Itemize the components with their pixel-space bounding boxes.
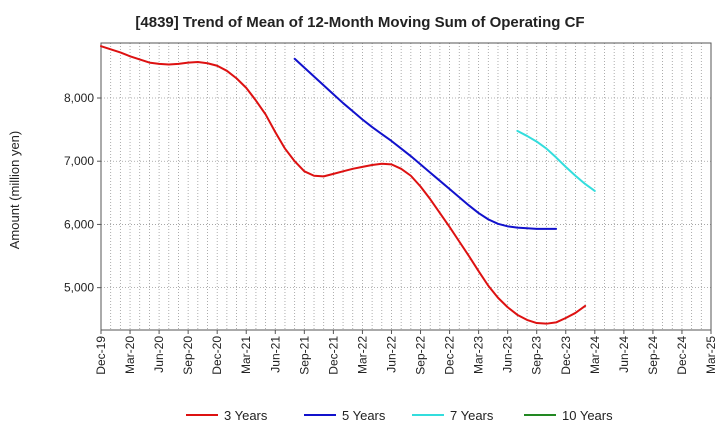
x-tick-label: Jun-24 [617, 336, 631, 373]
series-line-3-years [100, 45, 587, 325]
x-tick-label: Dec-21 [326, 336, 340, 375]
y-axis-ticks: 5,000 6,000 7,000 8,000 [64, 91, 101, 295]
x-tick-label: Dec-20 [210, 336, 224, 375]
x-tick-label: Mar-24 [588, 336, 602, 374]
x-tick-label: Mar-25 [704, 336, 718, 374]
x-tick-label: Mar-21 [239, 336, 253, 374]
y-tick-label: 7,000 [64, 154, 94, 168]
legend-label-5-years: 5 Years [342, 408, 386, 423]
plot-background [101, 43, 711, 330]
series-layer [100, 45, 596, 325]
x-tick-label: Dec-24 [675, 336, 689, 375]
y-tick-label: 5,000 [64, 281, 94, 295]
x-tick-label: Sep-21 [297, 336, 311, 375]
x-axis-ticks: Dec-19 Mar-20 Jun-20 Sep-20 Dec-20 Mar-21 Jun-… [94, 330, 718, 375]
y-axis-label: Amount (million yen) [7, 131, 22, 250]
x-tick-label: Sep-22 [414, 336, 428, 375]
y-tick-label: 8,000 [64, 91, 94, 105]
x-tick-label: Sep-20 [181, 336, 195, 375]
x-tick-label: Mar-22 [355, 336, 369, 374]
x-tick-label: Jun-21 [268, 336, 282, 373]
legend-label-3-years: 3 Years [224, 408, 268, 423]
x-tick-label: Jun-20 [152, 336, 166, 373]
x-tick-label: Jun-22 [384, 336, 398, 373]
series-line-5-years [293, 57, 558, 230]
series-line-7-years [516, 129, 596, 192]
plot-frame [100, 42, 712, 331]
legend-label-10-years: 10 Years [562, 408, 613, 423]
x-tick-label: Dec-22 [443, 336, 457, 375]
x-tick-label: Sep-24 [646, 336, 660, 375]
x-tick-label: Sep-23 [530, 336, 544, 375]
x-tick-label: Mar-20 [123, 336, 137, 374]
y-tick-label: 6,000 [64, 217, 94, 231]
x-tick-label: Dec-23 [559, 336, 573, 375]
chart-title: [4839] Trend of Mean of 12-Month Moving … [135, 14, 585, 31]
x-tick-label: Dec-19 [94, 336, 108, 375]
legend: 3 Years 5 Years 7 Years 10 Years [186, 408, 613, 423]
legend-label-7-years: 7 Years [450, 408, 494, 423]
x-tick-label: Jun-23 [501, 336, 515, 373]
x-tick-label: Mar-23 [472, 336, 486, 374]
